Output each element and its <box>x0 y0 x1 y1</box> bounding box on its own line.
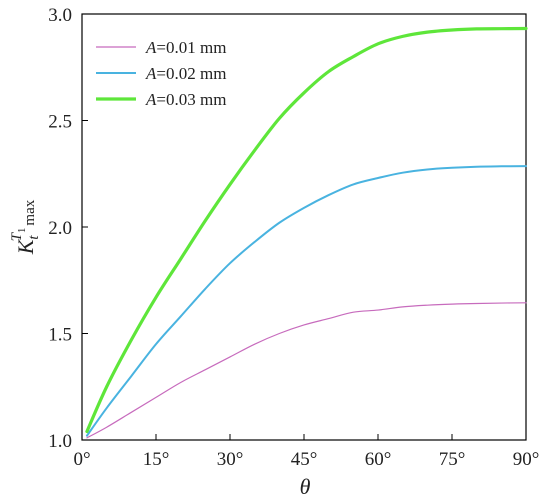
y-tick-label: 2.5 <box>48 112 72 133</box>
y-axis-title-main: K <box>13 238 38 255</box>
y-axis-title: KtT1 max <box>9 199 42 255</box>
x-tick-label: 15° <box>143 449 170 470</box>
legend-item-3: A=0.03 mm <box>96 90 226 109</box>
legend-item-2: A=0.02 mm <box>96 64 226 83</box>
x-axis-ticks: 0° 15° 30° 45° 60° 75° 90° <box>73 434 539 470</box>
y-axis-title-sub: t <box>26 235 42 240</box>
series-line-1 <box>86 302 527 439</box>
y-axis-title-sup: T <box>9 231 25 241</box>
x-tick-label: 45° <box>291 449 318 470</box>
y-tick-label: 3.0 <box>48 5 72 26</box>
series-line-2 <box>85 165 527 437</box>
x-tick-label: 75° <box>439 449 466 470</box>
y-axis-title-sub-extra: max <box>22 199 38 225</box>
series-line-3 <box>85 26 528 434</box>
x-tick-label: 0° <box>73 449 90 470</box>
legend-item-1: A=0.01 mm <box>96 38 226 57</box>
x-tick-label: 90° <box>513 449 540 470</box>
x-axis-title: θ <box>300 474 311 499</box>
x-tick-label: 60° <box>365 449 392 470</box>
legend-label-2: A=0.02 mm <box>145 64 226 83</box>
y-tick-label: 1.0 <box>48 431 72 452</box>
y-tick-label: 1.5 <box>48 325 72 346</box>
y-tick-label: 2.0 <box>48 218 72 239</box>
y-axis-ticks: 1.0 1.5 2.0 2.5 3.0 <box>48 5 88 452</box>
x-tick-label: 30° <box>217 449 244 470</box>
series-lines <box>85 26 528 439</box>
legend: A=0.01 mm A=0.02 mm A=0.03 mm <box>96 38 226 109</box>
legend-label-1: A=0.01 mm <box>145 38 226 57</box>
legend-label-3: A=0.03 mm <box>145 90 226 109</box>
y-axis-title-sup-sub: 1 <box>16 228 28 234</box>
